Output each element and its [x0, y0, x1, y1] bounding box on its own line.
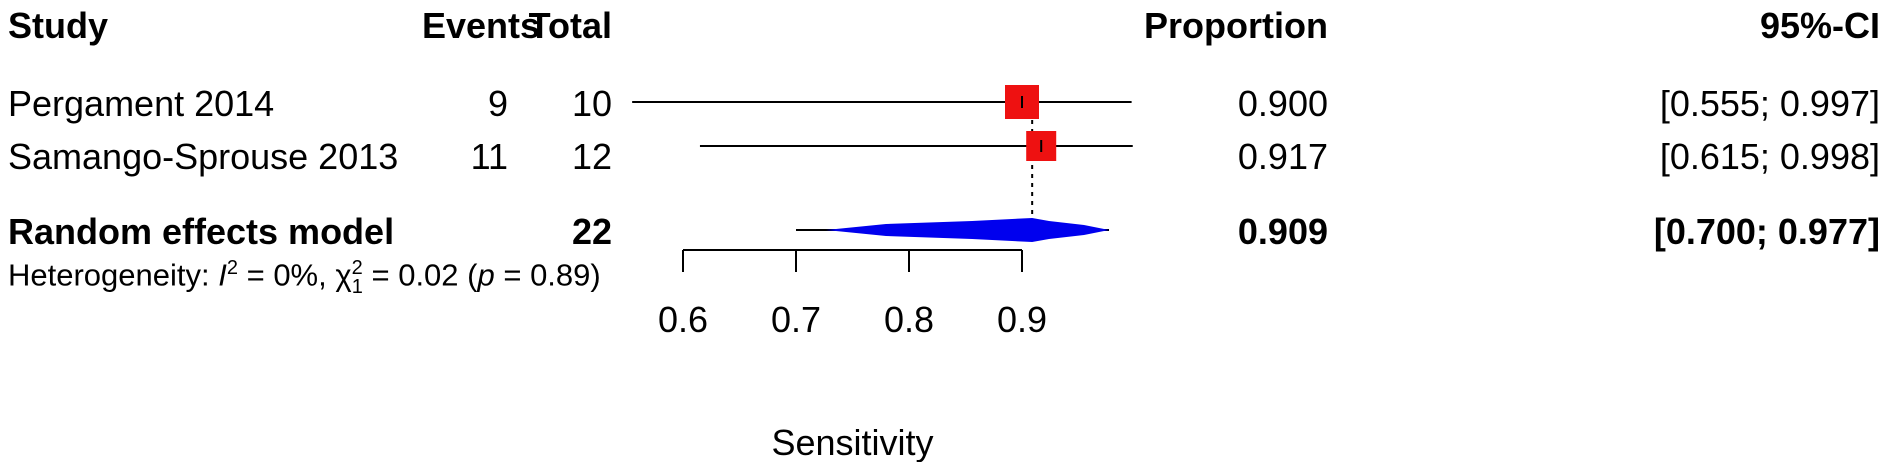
header-study: Study — [8, 5, 109, 46]
het-p-symbol: p — [477, 257, 495, 293]
het-i2-sup: 2 — [226, 257, 238, 279]
x-tick-label: 0.7 — [771, 299, 821, 340]
het-chi-sub: 1 — [351, 275, 363, 298]
het-chi-value: = 0.02 ( — [362, 257, 478, 293]
x-tick-label: 0.8 — [884, 299, 934, 340]
header-ci: 95%-CI — [1759, 5, 1880, 46]
study-ci: [0.615; 0.998] — [1659, 136, 1880, 177]
pooled-ci: [0.700; 0.977] — [1653, 211, 1880, 252]
study-ci: [0.555; 0.997] — [1659, 83, 1880, 124]
study-name: Pergament 2014 — [8, 83, 275, 124]
pooled-proportion: 0.909 — [1237, 211, 1328, 252]
pooled-diamond — [826, 218, 1110, 242]
pooled-label: Random effects model — [8, 211, 395, 252]
het-chi-sup: 2 — [351, 257, 363, 279]
study-events: 11 — [470, 136, 508, 177]
study-proportion: 0.917 — [1237, 136, 1328, 177]
header-events: Events — [421, 5, 540, 46]
study-proportion: 0.900 — [1237, 83, 1328, 124]
het-i2-symbol: I — [218, 257, 227, 293]
heterogeneity-text: Heterogeneity: I2 = 0%, χ21 = 0.02 (p = … — [8, 258, 601, 297]
study-events: 9 — [487, 83, 508, 124]
study-total: 10 — [571, 83, 612, 124]
study-total: 12 — [571, 136, 612, 177]
x-tick-label: 0.9 — [997, 299, 1047, 340]
x-tick-label: 0.6 — [658, 299, 708, 340]
header-proportion: Proportion — [1144, 5, 1328, 46]
pooled-total: 22 — [571, 211, 612, 252]
x-axis-title: Sensitivity — [771, 422, 933, 462]
header-total: Total — [528, 5, 612, 46]
het-prefix: Heterogeneity: — [8, 257, 219, 293]
study-name: Samango-Sprouse 2013 — [8, 136, 399, 177]
het-i2-value: = 0%, — [237, 257, 336, 293]
het-chi-symbol: χ — [335, 257, 352, 293]
het-p-value: = 0.89) — [494, 257, 601, 293]
